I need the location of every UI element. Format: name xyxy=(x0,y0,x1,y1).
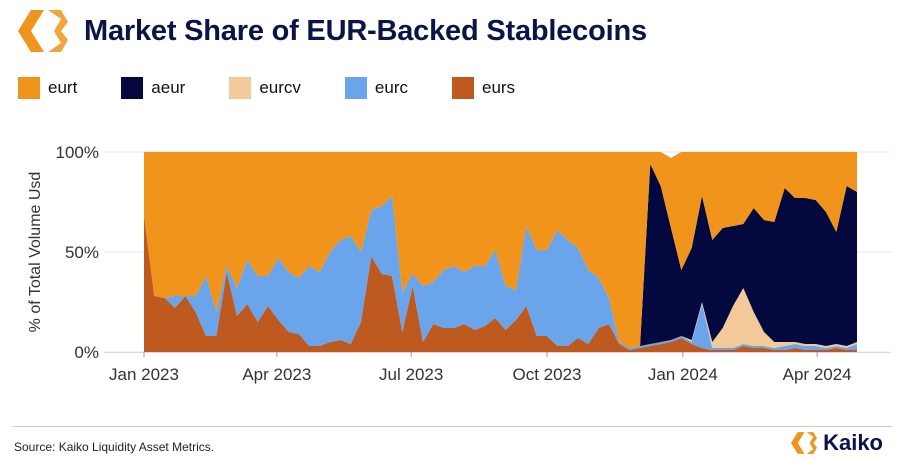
y-axis-label: % of Total Volume Usd xyxy=(27,172,44,333)
legend-label-eurc: eurc xyxy=(374,78,408,97)
legend-item-eurc: eurc xyxy=(344,77,408,99)
source-note: Source: Kaiko Liquidity Asset Metrics. xyxy=(14,440,215,454)
legend-label-eurcv: eurcv xyxy=(259,78,301,97)
legend-swatch-eurs xyxy=(451,77,474,99)
x-tick-label: Apr 2023 xyxy=(242,365,311,384)
legend-item-eurcv: eurcv xyxy=(229,77,301,99)
legend-swatch-eurc xyxy=(344,77,367,99)
legend-label-eurs: eurs xyxy=(481,78,516,97)
chart-legend: eurt aeur eurcv eurc eurs xyxy=(18,77,559,99)
x-tick-label: Apr 2024 xyxy=(783,365,852,384)
legend-item-eurt: eurt xyxy=(18,77,77,99)
kaiko-brand-icon xyxy=(791,432,818,454)
x-tick-label: Oct 2023 xyxy=(513,365,582,384)
legend-swatch-eurcv xyxy=(229,77,252,99)
series-area-eurc xyxy=(144,196,857,350)
x-tick-label: Jul 2023 xyxy=(379,365,443,384)
legend-swatch-eurt xyxy=(18,77,40,99)
y-tick-label: 0% xyxy=(74,343,99,362)
chart-header: Market Share of EUR-Backed Stablecoins xyxy=(18,6,647,56)
series-area-eurs xyxy=(144,216,857,352)
legend-label-eurt: eurt xyxy=(48,78,78,97)
brand-name: Kaiko xyxy=(823,430,883,455)
legend-label-aeur: aeur xyxy=(151,78,186,97)
kaiko-logo-icon xyxy=(18,10,68,52)
x-tick-label: Jan 2023 xyxy=(109,365,179,384)
chart-title: Market Share of EUR-Backed Stablecoins xyxy=(84,14,647,47)
y-tick-label: 50% xyxy=(65,243,99,262)
footer-divider xyxy=(13,426,892,427)
legend-item-aeur: aeur xyxy=(121,77,185,99)
legend-item-eurs: eurs xyxy=(451,77,516,99)
y-tick-label: 100% xyxy=(56,143,99,162)
series-area-eurt xyxy=(144,152,857,348)
brand-mark: Kaiko xyxy=(791,430,883,456)
legend-swatch-aeur xyxy=(121,77,144,99)
x-tick-label: Jan 2024 xyxy=(648,365,718,384)
series-area-aeur xyxy=(144,164,857,348)
area-chart: 0% 50% 100% Jan 2023 Apr 2023 Jul 2023 Oct 202… xyxy=(27,143,891,384)
